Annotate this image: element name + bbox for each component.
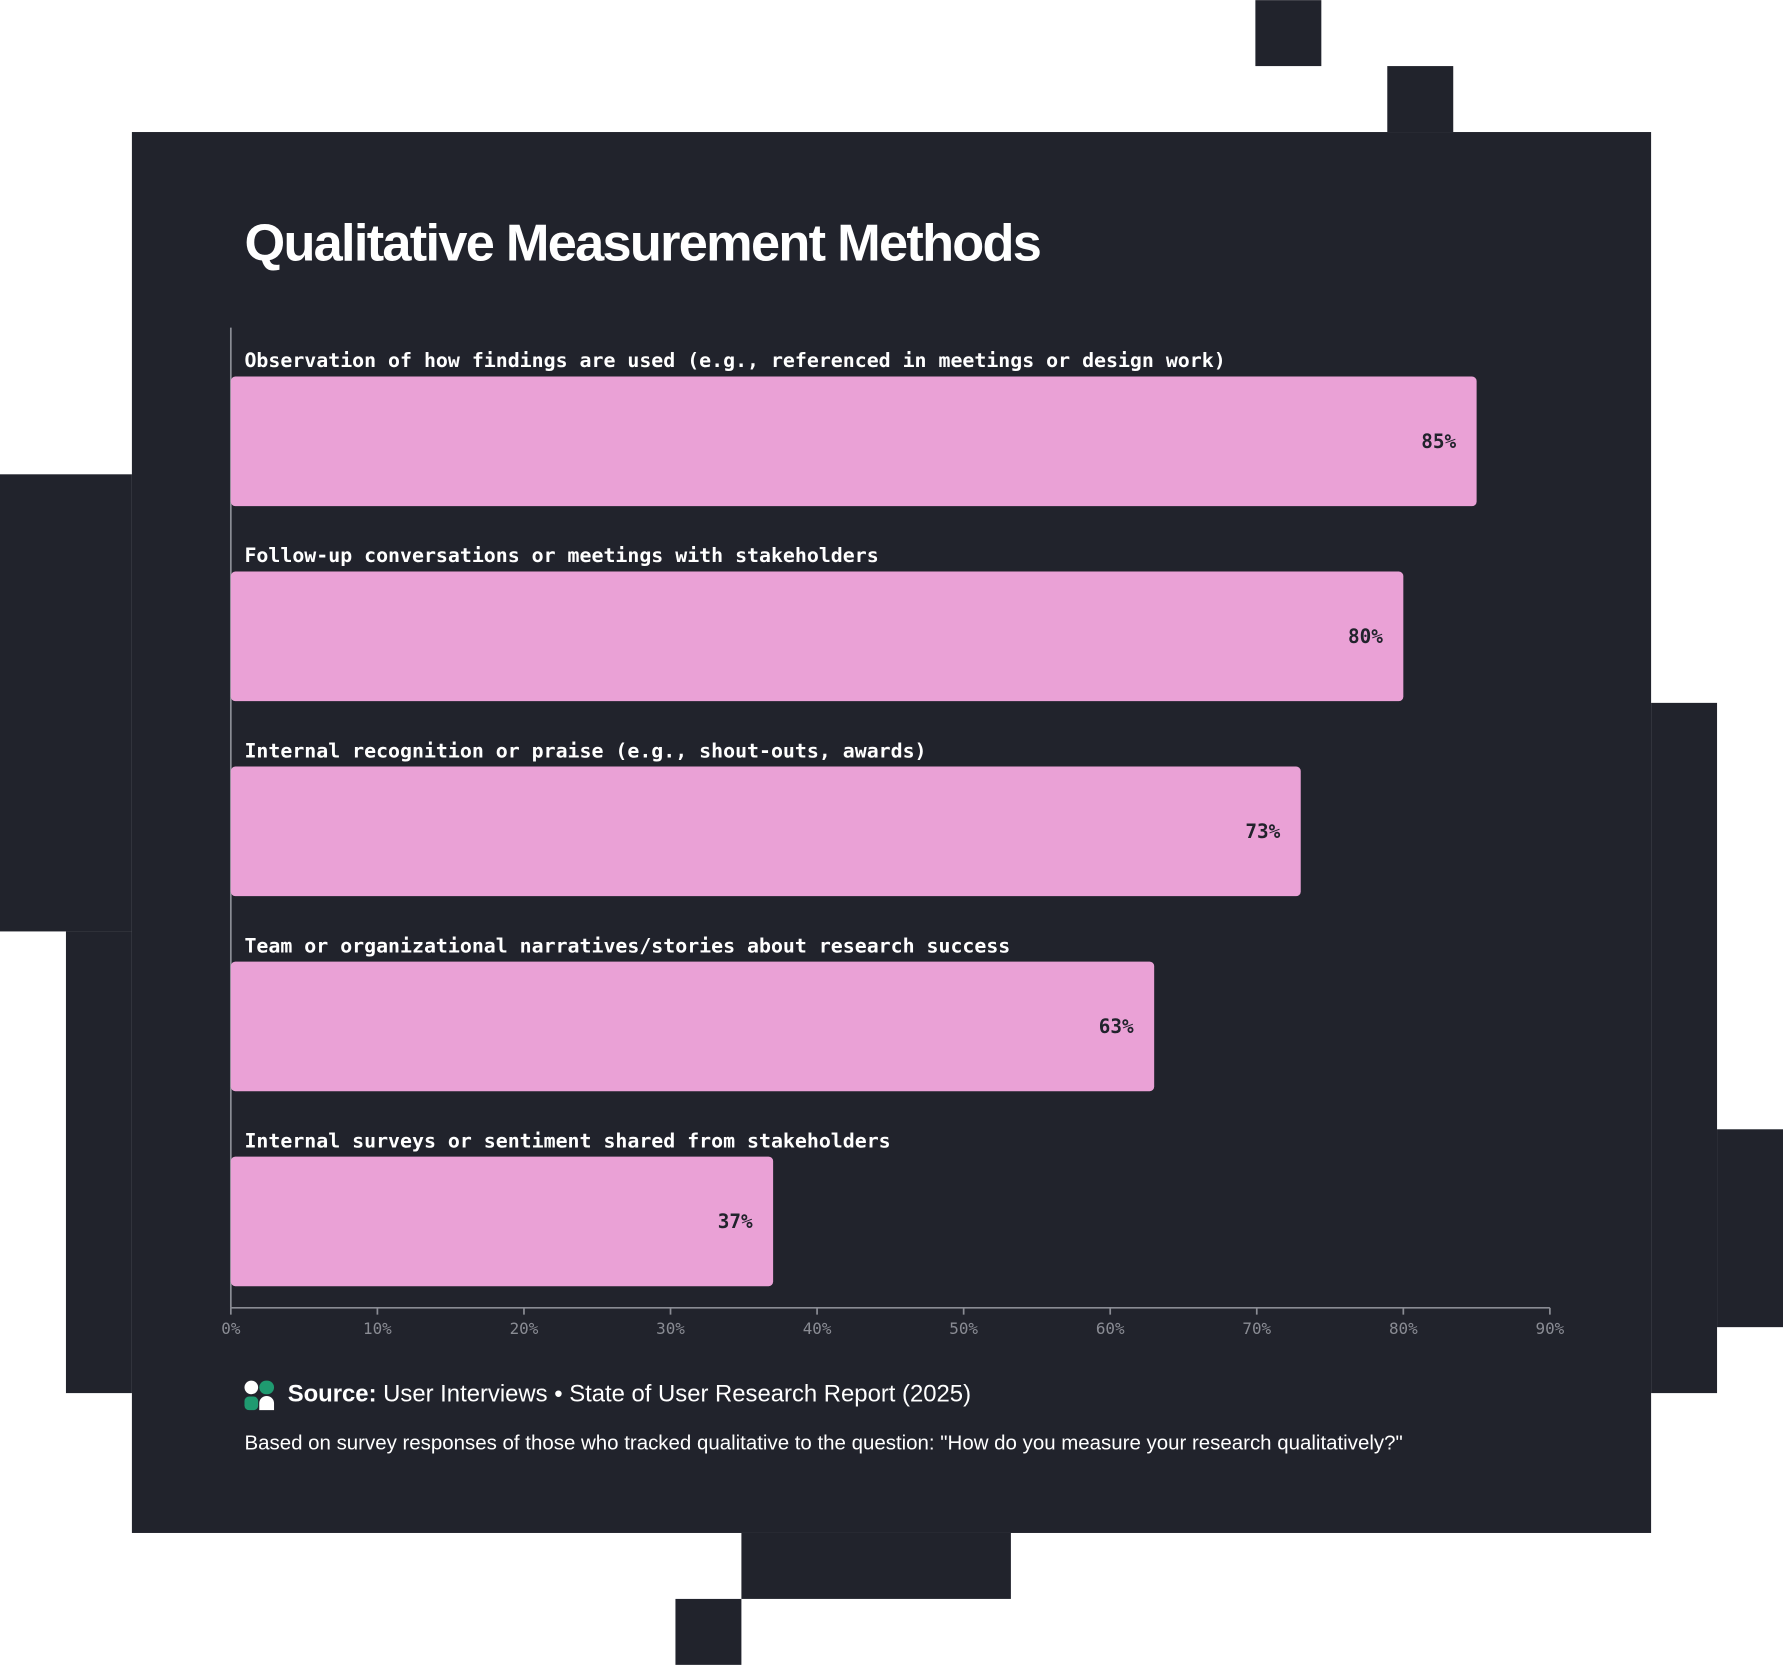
x-tick-label: 40% (803, 1319, 832, 1338)
bar (230, 571, 1404, 702)
value-label: 63% (1099, 1015, 1134, 1038)
x-tick-label: 30% (656, 1319, 685, 1338)
source-label: Source: (288, 1381, 377, 1408)
value-label: 73% (1245, 820, 1280, 843)
bar (230, 961, 1155, 1092)
x-tick-label: 60% (1096, 1319, 1125, 1338)
category-label: Team or organizational narratives/storie… (244, 934, 1010, 957)
value-label: 85% (1421, 430, 1456, 453)
x-tick-label: 50% (949, 1319, 978, 1338)
category-label: Observation of how findings are used (e.… (244, 349, 1225, 372)
category-label: Internal recognition or praise (e.g., sh… (244, 739, 926, 762)
bar (230, 376, 1477, 507)
value-label: 37% (718, 1210, 753, 1233)
x-tick-label: 80% (1389, 1319, 1418, 1338)
x-tick-label: 20% (510, 1319, 539, 1338)
category-label: Internal surveys or sentiment shared fro… (244, 1129, 890, 1152)
category-label: Follow-up conversations or meetings with… (244, 544, 878, 567)
x-tick-label: 70% (1242, 1319, 1271, 1338)
x-tick-label: 0% (221, 1319, 241, 1338)
x-tick-label: 10% (363, 1319, 392, 1338)
x-tick-label: 90% (1536, 1319, 1565, 1338)
value-label: 80% (1348, 625, 1383, 648)
bar (230, 766, 1301, 897)
note: Based on survey responses of those who t… (244, 1432, 1402, 1455)
chart-title: Qualitative Measurement Methods (244, 215, 1040, 273)
source: Source: User Interviews • State of User … (288, 1381, 971, 1408)
logo (244, 1380, 275, 1411)
bar (230, 1156, 774, 1287)
source-text: User Interviews • State of User Research… (383, 1381, 971, 1408)
